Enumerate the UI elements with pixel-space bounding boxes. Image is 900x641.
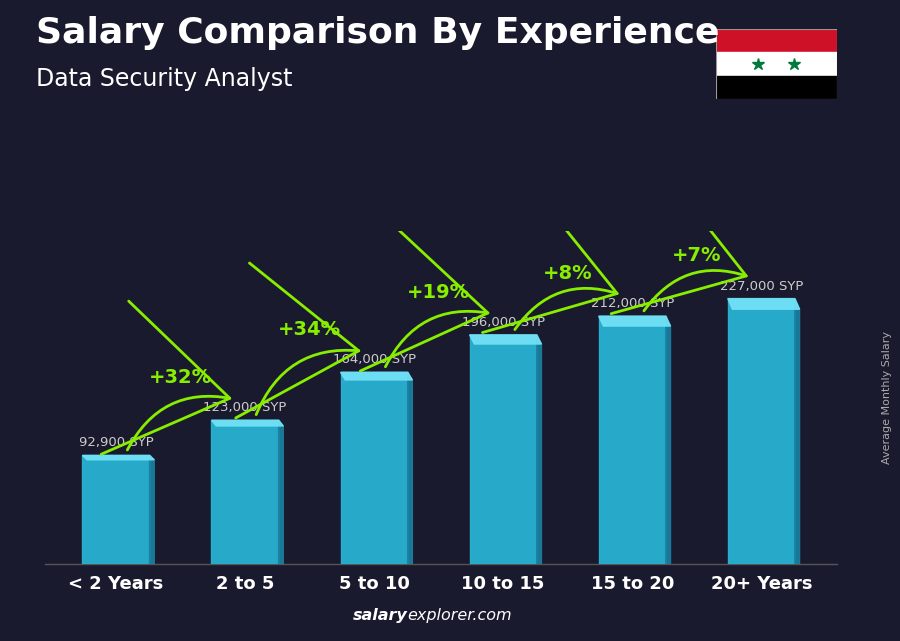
Text: Salary Comparison By Experience: Salary Comparison By Experience xyxy=(36,16,719,50)
FancyArrowPatch shape xyxy=(101,301,230,454)
Text: 123,000 SYP: 123,000 SYP xyxy=(203,401,287,414)
Bar xyxy=(716,29,837,53)
Text: 164,000 SYP: 164,000 SYP xyxy=(333,353,416,366)
Polygon shape xyxy=(795,299,799,564)
Polygon shape xyxy=(408,372,412,564)
Polygon shape xyxy=(149,455,154,564)
Text: 196,000 SYP: 196,000 SYP xyxy=(462,316,544,329)
Text: 227,000 SYP: 227,000 SYP xyxy=(720,279,803,292)
Polygon shape xyxy=(470,335,542,344)
FancyArrowPatch shape xyxy=(482,184,617,333)
Polygon shape xyxy=(212,420,284,426)
Text: +7%: +7% xyxy=(672,246,722,265)
Bar xyxy=(598,316,666,564)
Polygon shape xyxy=(536,335,542,564)
Bar xyxy=(340,372,408,564)
Text: Average Monthly Salary: Average Monthly Salary xyxy=(881,331,892,464)
Text: Data Security Analyst: Data Security Analyst xyxy=(36,67,292,91)
Bar xyxy=(470,335,536,564)
Text: salary: salary xyxy=(353,608,408,623)
Polygon shape xyxy=(279,420,284,564)
Bar xyxy=(83,455,149,564)
Bar xyxy=(212,420,279,564)
Text: explorer.com: explorer.com xyxy=(408,608,512,623)
FancyArrowPatch shape xyxy=(360,217,488,371)
Polygon shape xyxy=(340,372,412,380)
FancyArrowPatch shape xyxy=(611,166,746,313)
Bar xyxy=(716,53,837,76)
Polygon shape xyxy=(666,316,670,564)
Text: +34%: +34% xyxy=(278,320,341,339)
Text: 92,900 SYP: 92,900 SYP xyxy=(78,437,153,449)
Text: 212,000 SYP: 212,000 SYP xyxy=(590,297,674,310)
Text: +32%: +32% xyxy=(149,368,212,387)
Polygon shape xyxy=(728,299,799,309)
Polygon shape xyxy=(83,455,154,460)
Bar xyxy=(728,299,795,564)
Bar xyxy=(716,76,837,99)
Text: +19%: +19% xyxy=(407,283,470,301)
Text: +8%: +8% xyxy=(543,264,592,283)
Polygon shape xyxy=(598,316,670,326)
FancyArrowPatch shape xyxy=(236,263,359,418)
